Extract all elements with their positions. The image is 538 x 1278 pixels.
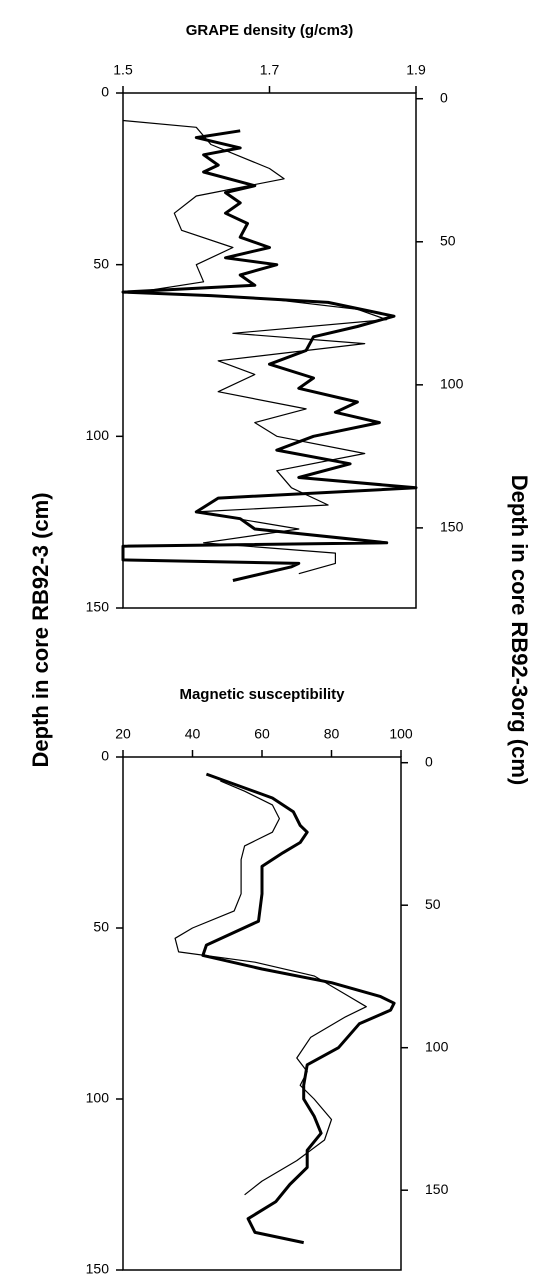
y-tick-label: 100 xyxy=(86,427,110,443)
data-line xyxy=(174,780,367,1196)
y-tick-label: 0 xyxy=(101,748,109,764)
data-line xyxy=(122,119,388,575)
y-tick-label: 50 xyxy=(93,919,109,935)
y2-tick-label: 0 xyxy=(425,753,433,769)
right-axis-label: Depth in core RB92-3org (cm) xyxy=(507,475,532,786)
y2-tick-label: 100 xyxy=(440,376,464,392)
y-tick-label: 50 xyxy=(93,255,109,271)
y-tick-label: 150 xyxy=(86,599,110,615)
x-tick-label: 1.7 xyxy=(260,62,280,78)
x-tick-label: 60 xyxy=(254,726,270,742)
x-tick-label: 40 xyxy=(185,726,201,742)
y2-tick-label: 150 xyxy=(425,1181,449,1197)
y2-tick-label: 50 xyxy=(425,896,441,912)
y-tick-label: 150 xyxy=(86,1261,110,1277)
left-axis-label: Depth in core RB92-3 (cm) xyxy=(28,492,53,767)
y-tick-label: 100 xyxy=(86,1090,110,1106)
x-tick-label: 20 xyxy=(115,726,131,742)
data-line xyxy=(201,772,396,1245)
y2-tick-label: 150 xyxy=(440,519,464,535)
data-line xyxy=(121,129,418,582)
x-tick-label: 1.9 xyxy=(406,62,426,78)
y2-tick-label: 0 xyxy=(440,89,448,105)
y2-tick-label: 100 xyxy=(425,1038,449,1054)
x-tick-label: 1.5 xyxy=(113,62,133,78)
y-tick-label: 0 xyxy=(101,84,109,100)
x-tick-label: 100 xyxy=(389,726,413,742)
plot-frame xyxy=(122,756,402,1271)
y2-tick-label: 50 xyxy=(440,232,456,248)
x-tick-label: 80 xyxy=(324,726,340,742)
chart-title: Magnetic susceptibility xyxy=(179,686,345,703)
chart-title: GRAPE density (g/cm3) xyxy=(186,22,354,39)
